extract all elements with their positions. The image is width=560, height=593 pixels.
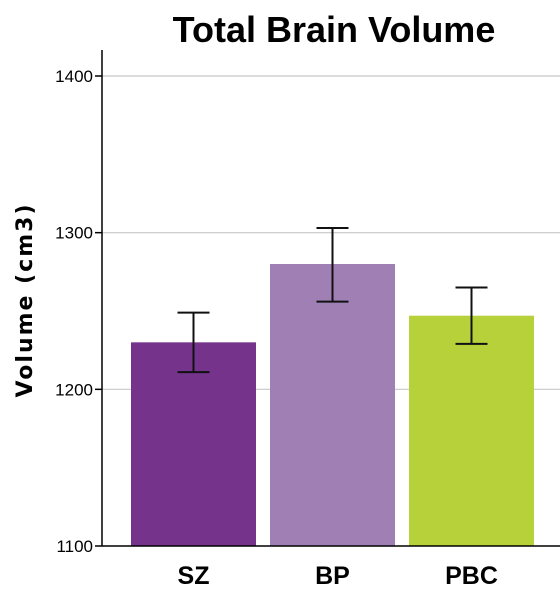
x-tick-label-pbc: PBC [445,562,498,590]
y-axis-ticks: 1100 1200 1300 1400 [55,67,102,556]
bars [131,264,534,546]
bar-bp [270,264,395,546]
bar-pbc [409,315,534,546]
x-tick-label-sz: SZ [178,562,210,590]
error-bars [177,226,488,374]
y-axis-label: Volume (cm3) [13,202,38,397]
x-tick-label-bp: BP [315,562,350,590]
y-tick-label: 1100 [56,537,93,556]
x-axis-ticks: SZ BP PBC [178,562,498,590]
y-tick-label: 1400 [55,67,93,86]
error-bar-pbc [455,286,488,345]
error-bar-sz [177,311,210,374]
y-tick-label: 1300 [55,224,93,243]
bar-sz [131,342,256,546]
y-tick-label: 1200 [55,380,93,399]
error-bar-bp [316,226,349,303]
chart-title: Total Brain Volume [173,9,496,50]
